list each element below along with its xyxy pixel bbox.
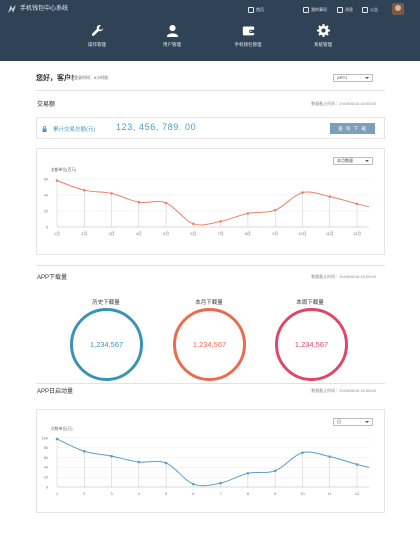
nav-operation-label: 操作管理 [88, 42, 106, 47]
greeting: 您好，客户！ [36, 75, 78, 82]
message-icon [337, 6, 343, 13]
ring-label-history: 历史下载量 [92, 300, 120, 306]
startup-period-select-value: 日 [337, 419, 341, 424]
query-download-button[interactable]: 查 询 下 载 [330, 123, 375, 134]
trade-data-time: 数据截止时间：2015/06/16 16:00:00 [311, 101, 376, 106]
avatar[interactable] [392, 3, 404, 15]
ring-value-month: 1,234,567 [192, 340, 227, 349]
trade-section-title: 交易额 [37, 102, 56, 108]
download-ring-history [70, 308, 143, 381]
app-select[interactable]: APP1 [333, 74, 373, 82]
calendar-icon [303, 6, 309, 13]
gear-icon [316, 24, 330, 37]
home-icon [248, 6, 254, 13]
download-section-title: APP下载量 [37, 275, 68, 281]
divider [36, 383, 385, 384]
wrench-icon [91, 24, 103, 36]
divider [36, 265, 385, 266]
total-trade-label: 累计交易总额(元) [53, 127, 96, 133]
download-ring-week [275, 308, 348, 381]
nav-wallet[interactable]: 手机钱包管理 [218, 24, 278, 54]
trade-period-select-value: 本月数量 [337, 158, 353, 163]
chevron-down-icon [365, 77, 369, 79]
download-data-time: 数据截止时间：2015/06/16 16:00:00 [311, 274, 376, 279]
ring-value-history: 1,234,567 [89, 340, 124, 349]
header: 手机钱包中心系统 首页 我的事项 消息 公告 操作管理 用户管理 [0, 0, 420, 61]
topbar-tasks-label: 我的事项 [311, 6, 327, 12]
topbar-home[interactable]: 首页 [248, 5, 264, 14]
startup-data-time: 数据截止时间：2015/06/16 16:00:00 [311, 388, 376, 393]
trade-period-select[interactable]: 本月数量 [333, 157, 373, 165]
wallet-icon [242, 26, 255, 36]
last-login-time: 上次登录时间：6小时前 [66, 75, 109, 80]
topbar-tasks[interactable]: 我的事项 [303, 5, 327, 14]
nav-users-label: 用户管理 [163, 42, 181, 47]
nav-users[interactable]: 用户管理 [142, 24, 202, 54]
topbar-notice[interactable]: 公告 [362, 5, 378, 14]
chevron-down-icon [365, 421, 369, 423]
logo-icon [8, 5, 16, 13]
app-select-value: APP1 [337, 75, 348, 80]
nav-system-label: 系统管理 [314, 42, 332, 47]
download-ring-month [173, 308, 246, 381]
chevron-down-icon [365, 160, 369, 162]
ring-value-week: 1,234,567 [294, 340, 329, 349]
startup-section-title: APP日启动量 [37, 389, 74, 395]
total-trade-value: 123, 456, 789. 00 [116, 122, 197, 132]
topbar-notice-label: 公告 [370, 6, 378, 12]
nav-wallet-label: 手机钱包管理 [234, 42, 262, 47]
ring-label-week: 本周下载量 [296, 300, 324, 306]
startup-period-select[interactable]: 日 [333, 418, 373, 426]
nav-operation[interactable]: 操作管理 [67, 24, 127, 54]
nav-system[interactable]: 系统管理 [293, 24, 353, 54]
trade-total-card [36, 117, 385, 139]
user-icon [166, 24, 178, 37]
ring-label-month: 本月下载量 [195, 300, 223, 306]
topbar-messages-label: 消息 [345, 6, 353, 12]
divider [36, 90, 385, 91]
topbar-home-label: 首页 [256, 6, 264, 12]
top-bar: 手机钱包中心系统 首页 我的事项 消息 公告 [0, 0, 420, 19]
lock-icon [42, 126, 47, 132]
document-icon [362, 6, 368, 13]
topbar-messages[interactable]: 消息 [337, 5, 353, 14]
app-title: 手机钱包中心系统 [20, 6, 69, 12]
